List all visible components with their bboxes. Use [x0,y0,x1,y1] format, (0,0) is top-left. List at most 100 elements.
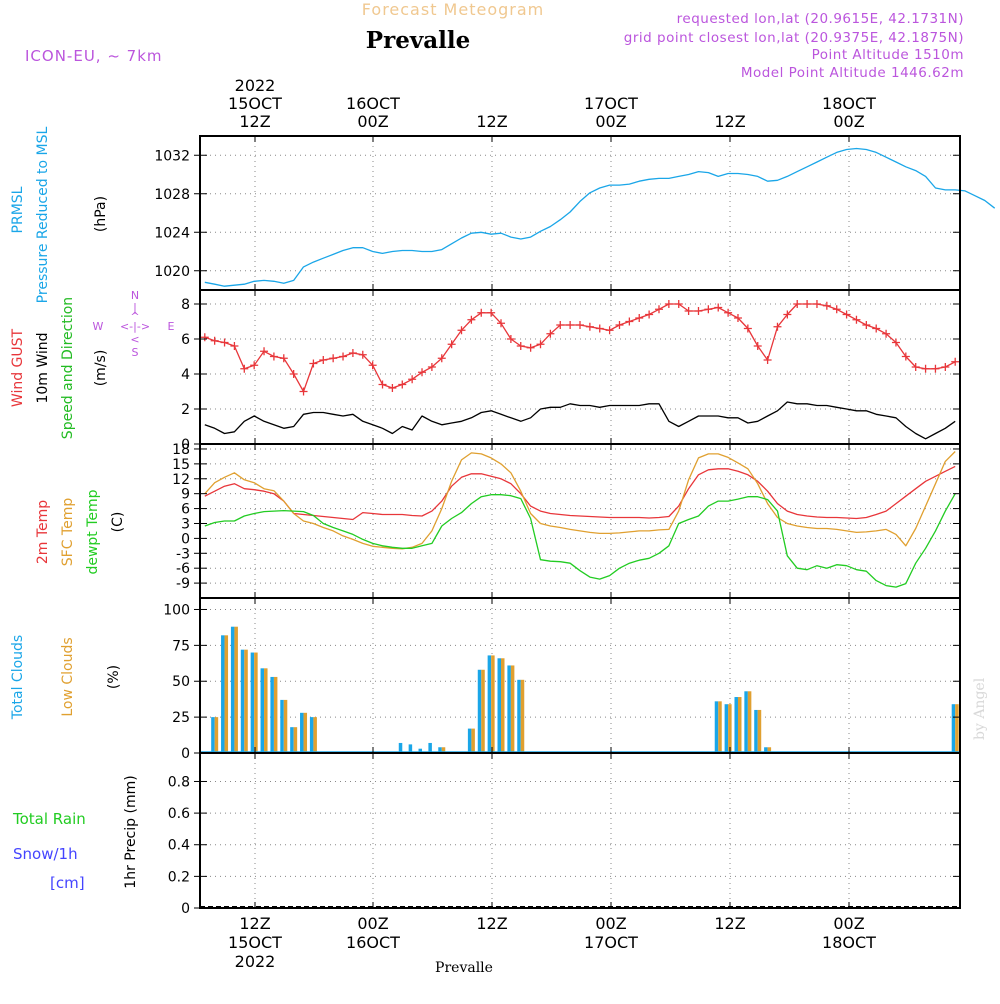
low-cloud-bar [441,747,446,753]
gust-marker [753,342,762,350]
gust-marker [378,380,387,389]
cm-label: [cm] [50,874,85,892]
sfc-temp-line [204,451,956,550]
gust-marker [388,384,397,392]
gust-marker [931,364,940,373]
gust-marker [645,310,654,319]
ms-label: (m/s) [93,350,109,387]
gust-marker [457,326,466,335]
svg-text:2022: 2022 [235,76,276,95]
gust-marker [526,343,535,352]
svg-text:N: N [131,289,139,302]
gust-label: Wind GUST [10,328,26,407]
svg-text:<-|->: <-|-> [120,320,150,333]
y-tick-label: 4 [181,367,190,383]
svg-text:|: | [133,301,137,314]
total-cloud-bar [230,626,235,753]
total-cloud-bar [418,748,423,753]
svg-text:00Z: 00Z [595,914,626,933]
wind-line [204,401,956,440]
total-cloud-bar [477,669,482,753]
gust-marker [240,364,249,373]
svg-text:W: W [93,320,104,333]
low-cloud-bar [234,626,238,753]
svg-text:^: ^ [130,310,139,323]
low-cloud-bar [520,679,525,753]
gust-marker [467,315,476,324]
gust-marker [358,350,367,359]
y-tick-label: 100 [163,602,190,618]
gust-marker [299,387,308,396]
svg-text:00Z: 00Z [357,914,388,933]
gust-marker [941,363,950,371]
y-tick-label: 0.4 [168,838,190,854]
y-tick-label: 18 [172,442,190,458]
low-cloud-bar [254,652,258,753]
svg-text:E: E [168,320,175,333]
low-cloud-bar [501,658,505,753]
gust-marker [625,317,634,326]
gust-marker [793,300,802,308]
gust-marker [684,307,693,315]
total-cloud-bar [408,744,413,753]
gust-marker [842,310,851,319]
gust-marker [408,375,417,384]
total-cloud-bar [714,701,719,753]
t2m-line [204,465,956,521]
low-cloud-bar [214,717,219,753]
low-cloud-bar [955,704,959,753]
svg-text:S: S [132,346,139,359]
gust-marker [654,305,663,314]
y-tick-label: 6 [181,502,190,518]
y-tick-label: 0 [181,531,190,547]
gust-marker [506,335,515,343]
gust-marker [694,307,703,315]
gust-marker [437,354,446,363]
total-cloud-bar [221,635,225,753]
gust-marker [200,333,209,342]
gust-marker [783,310,792,319]
gust-marker [536,340,545,349]
svg-text:15OCT: 15OCT [228,94,282,113]
requested-coords: requested lon,lat (20.9615E, 42.1731N) [677,11,964,27]
svg-text:12Z: 12Z [714,112,745,131]
y-tick-label: 8 [181,297,190,313]
low-cloud-bar [313,717,317,753]
hpa-label: (hPa) [93,196,109,232]
total-cloud-bar [260,668,265,753]
dewpt-line [204,493,956,588]
svg-text:18OCT: 18OCT [822,933,876,952]
total-cloud-bar [290,727,294,753]
gust-marker [348,349,357,357]
y-tick-label: 0.8 [168,774,190,790]
total-cloud-bar [280,699,284,753]
svg-text:12Z: 12Z [476,112,507,131]
svg-text:12Z: 12Z [714,914,745,933]
svg-text:00Z: 00Z [357,112,388,131]
gust-marker [615,321,624,329]
pressure-line [204,147,996,287]
svg-text:12Z: 12Z [476,914,507,933]
total-cloud-bar [734,697,738,753]
svg-text:00Z: 00Z [833,914,864,933]
gust-marker [872,324,881,333]
y-tick-label: 0 [181,437,190,453]
gust-marker [269,352,278,361]
svg-text:17OCT: 17OCT [584,94,638,113]
gust-marker [674,300,683,308]
low-cloud-bar [283,699,288,753]
page-title: Prevalle [366,27,470,54]
gust-marker [664,300,673,308]
gust-marker [329,354,338,363]
gust-marker [230,342,239,350]
gust-marker [576,321,584,329]
dir-label: Speed and Direction [60,297,76,439]
c-label: (C) [110,512,126,533]
gust-marker [368,361,377,370]
gust-marker [852,315,861,324]
grid-layer [200,136,960,909]
